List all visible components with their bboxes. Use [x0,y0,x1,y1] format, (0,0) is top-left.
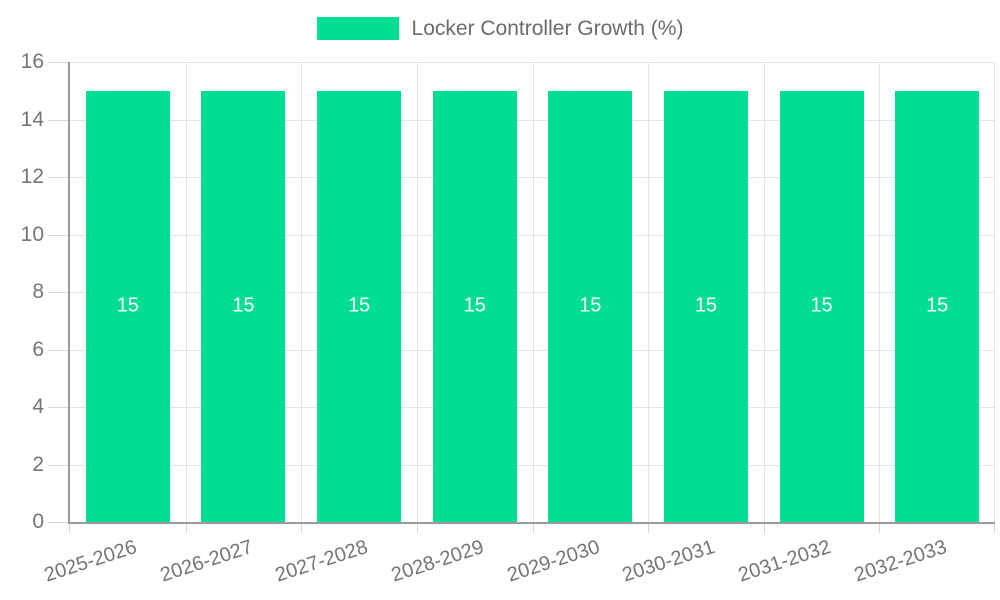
bar-value-label: 15 [579,294,602,317]
bar-value-label: 15 [347,294,371,317]
x-tick [879,524,881,533]
x-gridline [994,62,995,522]
x-tick [994,524,995,533]
y-axis-tick-label: 4 [32,395,44,418]
y-axis-tick-label: 14 [20,107,44,131]
bar-value-label: 15 [694,294,718,317]
x-tick [185,524,187,533]
plot-area: 0 2 4 6 8 10 12 14 16 15 2025-2026 15 2026-2027 15 202… [21,50,995,586]
legend-swatch[interactable] [316,17,399,40]
x-axis-tick-label: 2032-2033 [851,536,949,587]
y-tick [48,522,68,523]
x-gridline [763,62,765,522]
y-axis-tick-label: 12 [20,165,44,188]
bar-value-label: 15 [926,294,949,317]
y-axis-tick-label: 10 [20,222,44,246]
y-tick [48,292,68,293]
x-tick [532,524,534,533]
bar[interactable]: 15 [201,90,286,522]
y-axis-tick-label: 8 [32,280,44,303]
x-gridline [185,62,187,522]
bar[interactable]: 15 [432,90,517,522]
bar-value-label: 15 [463,294,486,317]
x-gridline [532,62,534,522]
bar[interactable]: 15 [85,90,170,522]
y-tick [48,407,68,408]
y-tick [48,349,68,351]
bar[interactable]: 15 [779,90,864,522]
y-tick [48,177,68,178]
y-tick [48,119,68,121]
bar[interactable]: 15 [317,90,402,522]
x-gridline [301,62,303,522]
x-tick [648,524,650,533]
bar-value-label: 15 [810,294,833,317]
x-axis-tick-label: 2029-2030 [504,536,603,587]
bar[interactable]: 15 [895,90,980,522]
y-tick [48,234,68,236]
bar[interactable]: 15 [548,90,633,522]
bar-value-label: 15 [232,294,255,317]
y-axis-tick-label: 16 [20,50,44,73]
y-tick [48,62,68,63]
y-tick [48,464,68,466]
chart-legend: Locker Controller Growth (%) [0,17,1000,40]
y-axis-tick-label: 0 [32,510,44,533]
x-tick [301,524,303,533]
y-axis-tick-label: 6 [32,337,44,361]
x-axis-tick-label: 2031-2032 [735,536,834,587]
x-tick [763,524,765,533]
x-axis-tick-label: 2028-2029 [388,536,487,587]
x-axis-tick-label: 2027-2028 [273,536,371,587]
x-axis-tick-label: 2025-2026 [41,536,140,587]
x-tick [69,524,70,533]
bar-value-label: 15 [116,294,139,317]
x-axis-tick-label: 2026-2027 [157,536,256,587]
legend-label[interactable]: Locker Controller Growth (%) [411,17,684,40]
x-gridline [879,62,881,522]
y-axis-tick-label: 2 [32,452,44,476]
bar[interactable]: 15 [663,90,748,522]
x-axis-tick-label: 2030-2031 [619,536,718,587]
x-tick [416,524,418,533]
x-gridline [416,62,418,522]
x-gridline [648,62,650,522]
